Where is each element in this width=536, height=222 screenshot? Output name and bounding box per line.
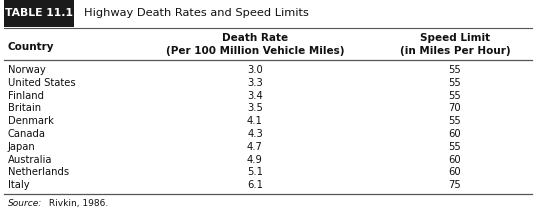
Text: Australia: Australia [8, 155, 53, 165]
Text: Japan: Japan [8, 142, 36, 152]
Text: 4.9: 4.9 [247, 155, 263, 165]
Text: 5.1: 5.1 [247, 167, 263, 177]
Text: Death Rate: Death Rate [222, 32, 288, 42]
Text: TABLE 11.1: TABLE 11.1 [5, 8, 73, 18]
Text: (Per 100 Million Vehicle Miles): (Per 100 Million Vehicle Miles) [166, 46, 344, 56]
Text: Canada: Canada [8, 129, 46, 139]
Text: (in Miles Per Hour): (in Miles Per Hour) [400, 46, 510, 56]
Text: Highway Death Rates and Speed Limits: Highway Death Rates and Speed Limits [84, 8, 309, 18]
Text: 70: 70 [449, 103, 461, 113]
Text: 55: 55 [449, 142, 461, 152]
Text: 4.3: 4.3 [247, 129, 263, 139]
Text: 3.3: 3.3 [247, 78, 263, 88]
Text: 4.7: 4.7 [247, 142, 263, 152]
Text: 3.4: 3.4 [247, 91, 263, 101]
Text: Italy: Italy [8, 180, 29, 190]
Text: 3.5: 3.5 [247, 103, 263, 113]
Text: 6.1: 6.1 [247, 180, 263, 190]
Bar [4, 0, 74, 26]
Text: 60: 60 [449, 155, 461, 165]
Text: Norway: Norway [8, 65, 46, 75]
Text: 4.1: 4.1 [247, 116, 263, 126]
Text: United States: United States [8, 78, 76, 88]
Text: Speed Limit: Speed Limit [420, 32, 490, 42]
Text: 55: 55 [449, 116, 461, 126]
Text: Source:: Source: [8, 198, 42, 208]
Text: Rivkin, 1986.: Rivkin, 1986. [46, 198, 108, 208]
Text: 55: 55 [449, 91, 461, 101]
Text: Country: Country [8, 42, 55, 52]
Text: Netherlands: Netherlands [8, 167, 69, 177]
Text: Finland: Finland [8, 91, 44, 101]
Text: Denmark: Denmark [8, 116, 54, 126]
Text: 75: 75 [449, 180, 461, 190]
Text: 55: 55 [449, 65, 461, 75]
Text: 55: 55 [449, 78, 461, 88]
Text: 60: 60 [449, 129, 461, 139]
Text: Britain: Britain [8, 103, 41, 113]
Text: 3.0: 3.0 [247, 65, 263, 75]
Text: 60: 60 [449, 167, 461, 177]
